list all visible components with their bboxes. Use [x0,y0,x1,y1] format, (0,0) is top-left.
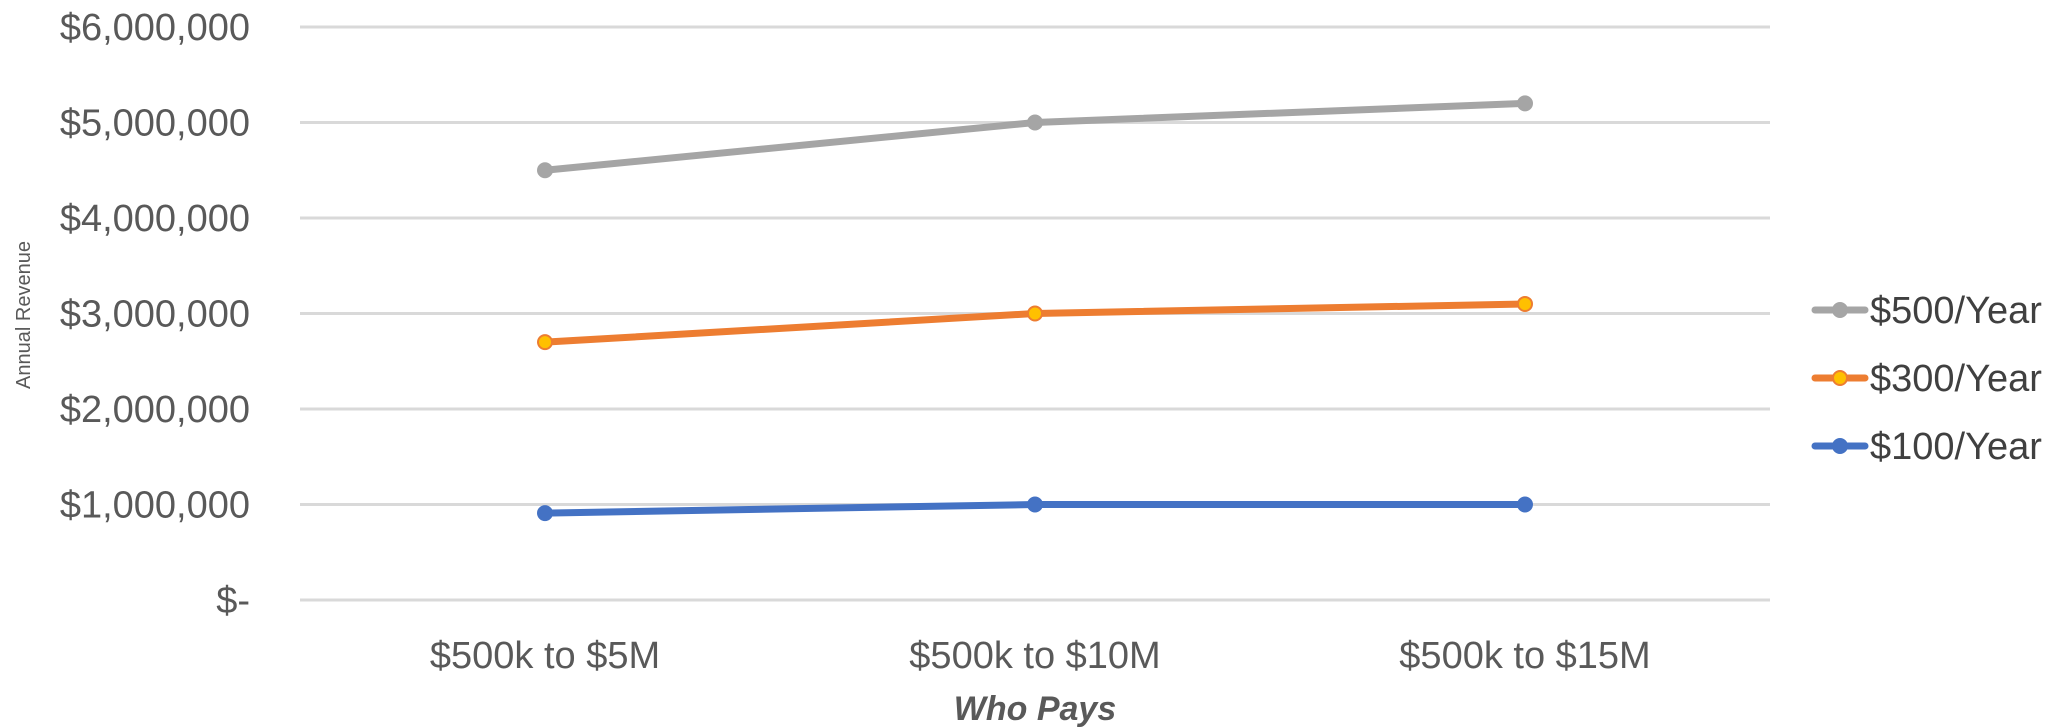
series-1 [537,295,1533,351]
y-tick-label: $2,000,000 [60,389,250,431]
y-tick-label: $4,000,000 [60,198,250,240]
x-tick-label: $500k to $15M [1399,635,1650,677]
x-tick-label: $500k to $5M [430,635,660,677]
y-tick-label: $- [216,580,250,622]
legend: $500/Year $300/Year $100/Year [1811,290,2042,468]
data-point [1517,95,1533,112]
series-layer [537,95,1533,522]
x-axis-ticks: $500k to $5M $500k to $10M $500k to $15M [430,635,1651,677]
data-point [537,334,553,351]
data-point [1517,295,1533,312]
legend-marker [1832,370,1848,386]
legend-label: $500/Year [1870,290,2042,332]
legend-item: $300/Year [1811,358,2042,400]
y-axis-title: Annual Revenue [13,241,35,389]
data-point [537,505,553,522]
data-point [1027,114,1043,131]
y-axis-ticks: $- $1,000,000 $2,000,000 $3,000,000 $4,000,0… [60,7,250,622]
y-tick-label: $3,000,000 [60,294,250,336]
legend-marker [1832,438,1848,454]
series-line [541,99,1529,174]
legend-item: $100/Year [1811,426,2042,468]
series-2 [537,496,1533,522]
legend-marker [1832,302,1848,318]
data-point [537,162,553,179]
y-tick-label: $1,000,000 [60,485,250,527]
y-tick-label: $5,000,000 [60,103,250,145]
x-axis-title: Who Pays [954,690,1116,727]
series-0 [537,95,1533,179]
data-point [1517,496,1533,513]
legend-label: $300/Year [1870,358,2042,400]
y-tick-label: $6,000,000 [60,7,250,49]
legend-item: $500/Year [1811,290,2042,332]
data-point [1027,305,1043,322]
x-tick-label: $500k to $10M [909,635,1160,677]
data-point [1027,496,1043,513]
legend-label: $100/Year [1870,426,2042,468]
